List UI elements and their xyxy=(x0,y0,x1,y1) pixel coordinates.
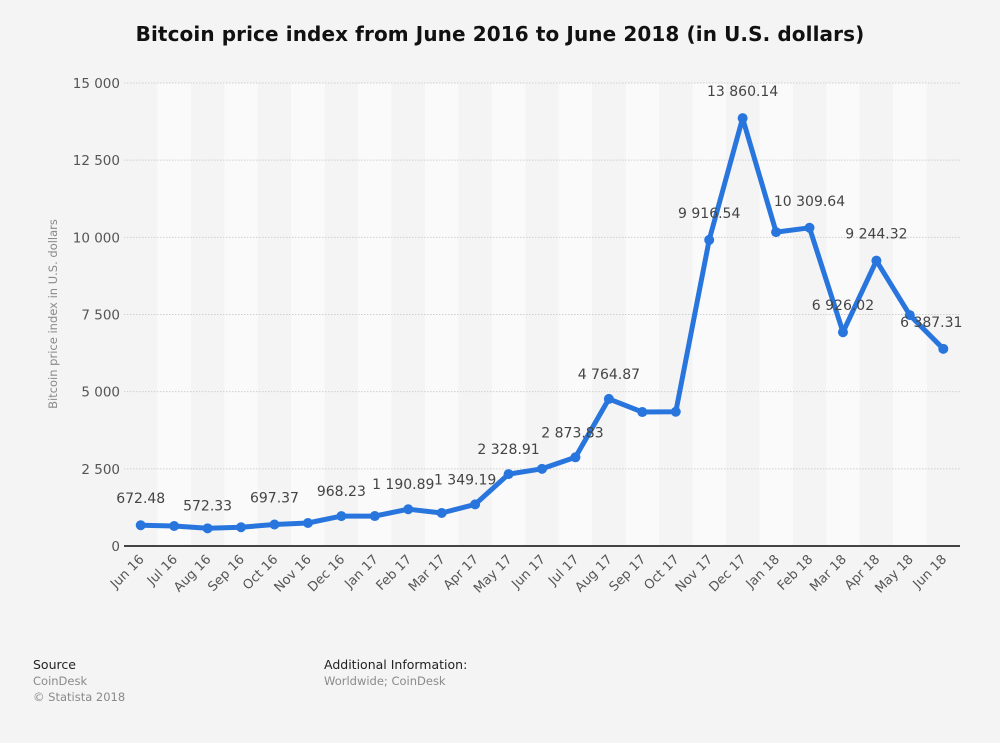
data-label: 968.23 xyxy=(317,484,366,500)
data-point[interactable] xyxy=(570,452,581,463)
chart-title: Bitcoin price index from June 2016 to Ju… xyxy=(135,22,865,46)
data-point[interactable] xyxy=(537,463,547,474)
x-tick-label: Aug 17 xyxy=(573,552,616,595)
y-tick-label: 0 xyxy=(111,539,120,555)
x-tick-label: Dec 17 xyxy=(706,552,749,595)
data-label: 13 860.14 xyxy=(707,84,778,100)
y-axis-label: Bitcoin price index in U.S. dollars xyxy=(46,219,60,409)
x-tick-label: Jun 17 xyxy=(509,552,549,592)
x-tick-label: Aug 16 xyxy=(171,552,214,595)
data-point[interactable] xyxy=(871,255,882,266)
data-point[interactable] xyxy=(169,520,180,531)
source-heading: Source xyxy=(33,657,76,672)
data-point[interactable] xyxy=(236,522,247,533)
y-tick-label: 12 500 xyxy=(73,153,120,169)
data-points xyxy=(135,113,949,534)
data-point[interactable] xyxy=(837,327,848,338)
data-label: 697.37 xyxy=(250,490,299,506)
source-block: Source CoinDesk © Statista 2018 xyxy=(33,657,125,705)
data-label: 10 309.64 xyxy=(774,194,845,210)
x-tick-label: Dec 16 xyxy=(305,552,348,595)
data-point[interactable] xyxy=(135,520,146,531)
data-point[interactable] xyxy=(403,504,414,515)
data-label: 9 244.32 xyxy=(845,227,907,243)
x-tick-label: Jun 16 xyxy=(107,552,147,592)
data-label: 572.33 xyxy=(183,498,232,514)
x-tick-label: Sep 16 xyxy=(205,552,248,595)
data-point[interactable] xyxy=(202,523,213,534)
additional-info-block: Additional Information: Worldwide; CoinD… xyxy=(324,657,467,689)
source-name[interactable]: CoinDesk xyxy=(33,674,88,688)
y-tick-label: 2 500 xyxy=(81,462,120,478)
y-tick-label: 7 500 xyxy=(81,308,120,324)
data-point[interactable] xyxy=(904,310,915,321)
data-point[interactable] xyxy=(637,407,648,418)
data-label: 6 387.31 xyxy=(900,315,962,331)
data-point[interactable] xyxy=(737,113,748,124)
copyright: © Statista 2018 xyxy=(33,690,126,704)
background-stripe xyxy=(157,83,191,546)
data-point[interactable] xyxy=(704,234,715,245)
data-label: 672.48 xyxy=(116,491,165,507)
data-label: 1 349.19 xyxy=(434,472,496,488)
y-tick-label: 5 000 xyxy=(81,385,120,401)
data-point[interactable] xyxy=(771,227,782,238)
data-point[interactable] xyxy=(470,499,481,510)
additional-info-text: Worldwide; CoinDesk xyxy=(324,674,446,688)
y-tick-label: 15 000 xyxy=(73,76,120,92)
data-point[interactable] xyxy=(369,511,380,522)
data-point[interactable] xyxy=(804,222,815,233)
x-tick-label: Mar 17 xyxy=(406,552,449,595)
background-stripe xyxy=(625,83,660,546)
data-label: 6 926.02 xyxy=(812,298,874,314)
data-point[interactable] xyxy=(336,511,347,522)
data-point[interactable] xyxy=(603,393,614,404)
data-label: 1 190.89 xyxy=(372,477,434,493)
line-chart: 0 2 500 5 000 7 500 10 000 12 500 15 000 Bitco… xyxy=(46,76,962,596)
additional-info-heading: Additional Information: xyxy=(324,657,468,672)
y-tick-label: 10 000 xyxy=(73,230,120,246)
data-label: 4 764.87 xyxy=(578,367,640,383)
data-point[interactable] xyxy=(503,469,514,480)
data-point[interactable] xyxy=(302,518,313,529)
data-label: 2 328.91 xyxy=(477,442,539,458)
data-labels: 672.48 572.33 697.37 968.23 1 190.89 1 349.19… xyxy=(116,84,962,514)
x-tick-label: Mar 18 xyxy=(807,552,850,595)
data-label: 2 873.83 xyxy=(541,425,603,441)
data-label: 9 916.54 xyxy=(678,206,740,222)
background-stripe xyxy=(826,83,860,546)
data-point[interactable] xyxy=(938,343,949,354)
data-point[interactable] xyxy=(436,507,447,518)
data-point[interactable] xyxy=(269,519,280,530)
data-point[interactable] xyxy=(670,406,681,417)
x-tick-label: Sep 17 xyxy=(607,552,650,595)
x-tick-label: Jun 18 xyxy=(910,552,950,592)
y-axis-ticks: 0 2 500 5 000 7 500 10 000 12 500 15 000 xyxy=(73,76,120,555)
